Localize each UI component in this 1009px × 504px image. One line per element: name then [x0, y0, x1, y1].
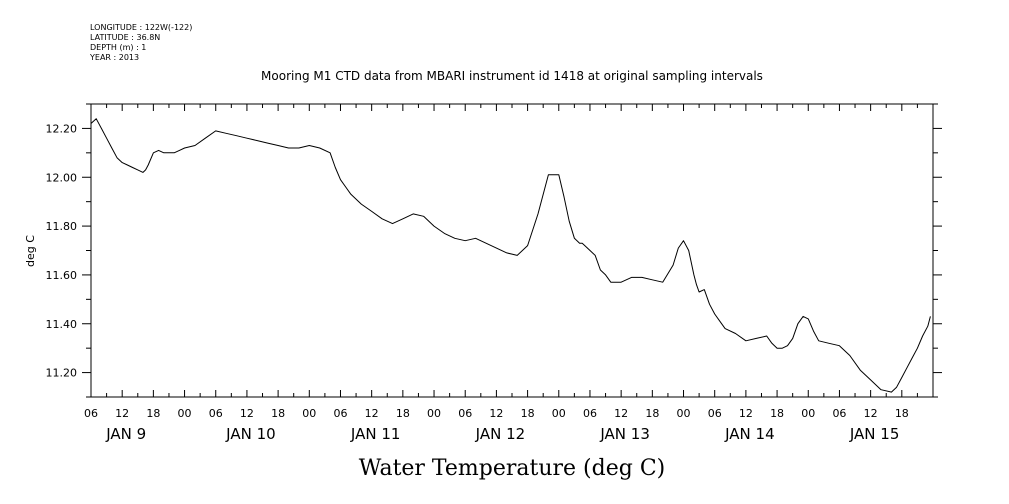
- chart-title: Mooring M1 CTD data from MBARI instrumen…: [261, 69, 763, 83]
- series-line: [90, 118, 931, 393]
- x-tick-label: 06: [708, 407, 722, 420]
- day-label: JAN 15: [849, 425, 900, 443]
- x-tick-label: 00: [427, 407, 441, 420]
- day-label: JAN 11: [350, 425, 401, 443]
- x-tick-label: 00: [677, 407, 691, 420]
- x-tick-label: 00: [801, 407, 815, 420]
- tick-marks: [82, 103, 942, 398]
- x-tick-label: 06: [832, 407, 846, 420]
- x-tick-label: 06: [333, 407, 347, 420]
- x-tick-label: 06: [583, 407, 597, 420]
- y-axis-label: deg C: [24, 235, 37, 267]
- series-water-temperature: [90, 118, 931, 393]
- x-tick-labels: 06 12 18 00 06 12 18 00 06 12 18 00 06 12 18 00 06 12 18 00…: [84, 407, 909, 420]
- x-tick-label: 06: [209, 407, 223, 420]
- x-tick-label: 12: [365, 407, 379, 420]
- x-tick-label: 12: [115, 407, 129, 420]
- y-tick-label: 12.20: [46, 122, 78, 135]
- y-tick-label: 11.80: [46, 220, 78, 233]
- x-axis-label: Water Temperature (deg C): [359, 456, 666, 481]
- x-tick-label: 18: [645, 407, 659, 420]
- x-tick-label: 12: [864, 407, 878, 420]
- x-tick-label: 00: [552, 407, 566, 420]
- x-tick-label: 06: [458, 407, 472, 420]
- header-depth: DEPTH (m) : 1: [90, 43, 146, 52]
- day-labels: JAN 9 JAN 10 JAN 11 JAN 12 JAN 13 JAN 14 JAN 1…: [105, 425, 899, 443]
- x-tick-label: 18: [895, 407, 909, 420]
- day-label: JAN 13: [599, 425, 650, 443]
- metadata-header: LONGITUDE : 122W(-122) LATITUDE : 36.8N …: [89, 23, 192, 62]
- x-tick-label: 00: [302, 407, 316, 420]
- x-tick-label: 12: [489, 407, 503, 420]
- y-tick-label: 11.20: [46, 367, 78, 380]
- y-tick-label: 12.00: [46, 171, 78, 184]
- day-label: JAN 14: [724, 425, 775, 443]
- day-label: JAN 10: [225, 425, 276, 443]
- x-tick-label: 00: [178, 407, 192, 420]
- x-tick-label: 12: [614, 407, 628, 420]
- x-tick-label: 12: [240, 407, 254, 420]
- x-tick-label: 18: [770, 407, 784, 420]
- x-tick-label: 18: [396, 407, 410, 420]
- y-tick-label: 11.40: [46, 318, 78, 331]
- header-year: YEAR : 2013: [89, 53, 139, 62]
- y-tick-labels: 11.20 11.40 11.60 11.80 12.00 12.20: [46, 122, 78, 379]
- x-tick-label: 18: [271, 407, 285, 420]
- x-tick-label: 12: [739, 407, 753, 420]
- header-latitude: LATITUDE : 36.8N: [90, 33, 160, 42]
- x-tick-label: 18: [146, 407, 160, 420]
- day-label: JAN 12: [475, 425, 526, 443]
- y-tick-label: 11.60: [46, 269, 78, 282]
- x-tick-label: 18: [521, 407, 535, 420]
- plot-frame: [90, 103, 934, 398]
- x-tick-label: 06: [84, 407, 98, 420]
- header-longitude: LONGITUDE : 122W(-122): [90, 23, 192, 32]
- day-label: JAN 9: [105, 425, 146, 443]
